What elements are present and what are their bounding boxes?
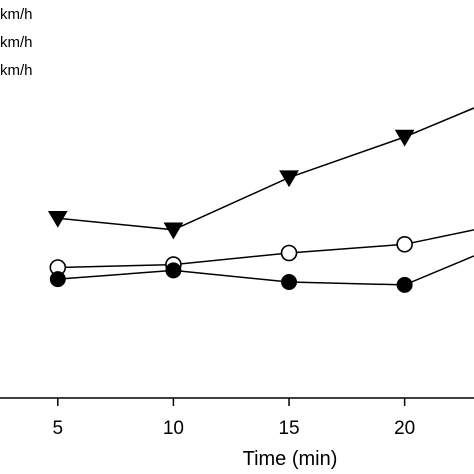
series-line-3 bbox=[57, 255, 474, 286]
series-3-marker bbox=[165, 262, 182, 279]
x-tick-label: 20 bbox=[394, 418, 415, 439]
x-axis-title: Time (min) bbox=[243, 448, 338, 470]
series-3-marker bbox=[281, 274, 298, 290]
series-2-marker bbox=[280, 244, 298, 262]
x-tick-label: 10 bbox=[163, 418, 184, 439]
series-1-marker bbox=[394, 129, 415, 147]
series-markers bbox=[47, 129, 415, 293]
x-tick-label: 15 bbox=[278, 418, 299, 439]
series-2-marker bbox=[396, 236, 413, 253]
legend-entry-2: km/h bbox=[0, 34, 33, 51]
x-tick-label: 5 bbox=[53, 418, 64, 439]
legend: km/h km/h km/h bbox=[0, 4, 33, 88]
legend-entry-3: km/h bbox=[0, 62, 33, 79]
series-3-marker bbox=[49, 271, 66, 288]
series-3-marker bbox=[396, 276, 413, 293]
series-1-marker bbox=[47, 210, 68, 228]
series-1-marker bbox=[279, 170, 299, 188]
series-line-1 bbox=[57, 107, 474, 231]
legend-entry-1: km/h bbox=[0, 6, 33, 23]
series-1-marker bbox=[163, 222, 184, 240]
x-axis: 5 10 15 20 bbox=[0, 397, 474, 439]
